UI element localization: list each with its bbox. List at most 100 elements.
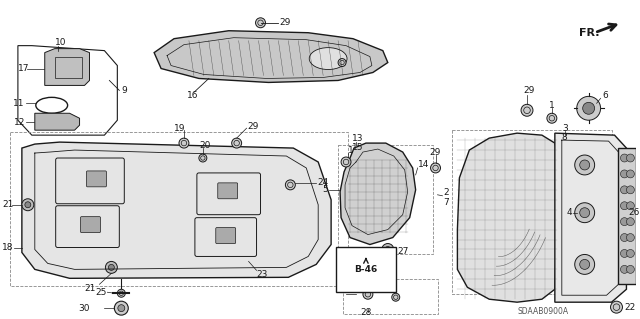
Text: 29: 29 xyxy=(280,18,291,27)
Polygon shape xyxy=(35,113,79,130)
Text: 26: 26 xyxy=(628,208,640,217)
Circle shape xyxy=(115,301,128,315)
Circle shape xyxy=(255,18,266,28)
Circle shape xyxy=(620,170,628,178)
Bar xyxy=(338,145,433,255)
Polygon shape xyxy=(22,142,331,278)
Bar xyxy=(343,279,438,314)
Circle shape xyxy=(521,104,533,116)
Circle shape xyxy=(627,154,634,162)
Circle shape xyxy=(582,102,595,114)
Circle shape xyxy=(106,262,117,273)
Text: 1: 1 xyxy=(348,145,354,154)
Circle shape xyxy=(547,113,557,123)
Text: 22: 22 xyxy=(625,303,636,312)
Circle shape xyxy=(25,202,31,208)
Polygon shape xyxy=(340,143,415,245)
Text: 5: 5 xyxy=(322,185,328,194)
Circle shape xyxy=(580,208,589,218)
Circle shape xyxy=(575,155,595,175)
Circle shape xyxy=(363,289,373,299)
Text: 25: 25 xyxy=(95,288,106,297)
Circle shape xyxy=(118,305,125,312)
Circle shape xyxy=(575,255,595,274)
Circle shape xyxy=(285,180,295,190)
Text: 7: 7 xyxy=(444,198,449,207)
Polygon shape xyxy=(618,148,636,284)
Text: 29: 29 xyxy=(248,122,259,131)
Text: 1: 1 xyxy=(549,101,555,110)
Polygon shape xyxy=(458,133,559,302)
Text: 30: 30 xyxy=(78,304,90,313)
Bar xyxy=(10,132,348,286)
Bar xyxy=(452,130,612,294)
Text: 18: 18 xyxy=(2,243,13,252)
Circle shape xyxy=(620,186,628,194)
Polygon shape xyxy=(154,31,388,82)
FancyBboxPatch shape xyxy=(218,183,237,199)
Text: 29: 29 xyxy=(523,86,534,95)
Circle shape xyxy=(392,293,400,301)
Text: 4: 4 xyxy=(567,208,572,217)
Circle shape xyxy=(620,234,628,241)
Text: SDAAB0900A: SDAAB0900A xyxy=(517,307,568,315)
Circle shape xyxy=(338,59,346,67)
Text: 9: 9 xyxy=(122,86,127,95)
Circle shape xyxy=(620,202,628,210)
Text: 3: 3 xyxy=(562,124,568,133)
Text: 21: 21 xyxy=(84,284,96,293)
Circle shape xyxy=(627,170,634,178)
Circle shape xyxy=(22,199,34,211)
Circle shape xyxy=(179,138,189,148)
Text: 13: 13 xyxy=(352,134,364,143)
FancyBboxPatch shape xyxy=(81,217,100,233)
Text: 2: 2 xyxy=(444,188,449,197)
Text: 19: 19 xyxy=(174,124,186,133)
Text: 14: 14 xyxy=(418,160,429,169)
Circle shape xyxy=(577,96,600,120)
Text: 21: 21 xyxy=(2,200,13,209)
Circle shape xyxy=(575,203,595,223)
Circle shape xyxy=(341,157,351,167)
Text: 23: 23 xyxy=(257,270,268,279)
Text: 6: 6 xyxy=(603,91,609,100)
FancyBboxPatch shape xyxy=(216,228,236,243)
Polygon shape xyxy=(555,133,627,302)
Circle shape xyxy=(627,218,634,226)
Circle shape xyxy=(431,163,440,173)
Text: FR.: FR. xyxy=(579,28,599,38)
Circle shape xyxy=(611,301,623,313)
Text: 28: 28 xyxy=(360,308,371,317)
Text: 17: 17 xyxy=(18,64,29,73)
Circle shape xyxy=(580,259,589,269)
Circle shape xyxy=(627,249,634,257)
Circle shape xyxy=(620,249,628,257)
Text: 8: 8 xyxy=(562,133,568,142)
Circle shape xyxy=(627,265,634,273)
Text: B-46: B-46 xyxy=(355,265,378,274)
Circle shape xyxy=(108,264,115,271)
Circle shape xyxy=(620,154,628,162)
Circle shape xyxy=(580,160,589,170)
Circle shape xyxy=(627,202,634,210)
Text: 15: 15 xyxy=(352,143,364,152)
Text: 16: 16 xyxy=(187,91,198,100)
Text: 11: 11 xyxy=(13,99,25,108)
Circle shape xyxy=(620,265,628,273)
Circle shape xyxy=(627,234,634,241)
Text: 20: 20 xyxy=(199,141,211,150)
Circle shape xyxy=(232,138,242,148)
Text: 27: 27 xyxy=(397,247,409,256)
Text: 29: 29 xyxy=(429,148,441,157)
Polygon shape xyxy=(45,48,90,85)
FancyBboxPatch shape xyxy=(86,171,106,187)
Circle shape xyxy=(385,247,391,252)
Circle shape xyxy=(382,243,394,256)
Text: 10: 10 xyxy=(54,38,66,47)
Circle shape xyxy=(627,186,634,194)
Text: 24: 24 xyxy=(317,178,328,187)
Text: 12: 12 xyxy=(13,118,25,127)
Circle shape xyxy=(199,154,207,162)
Circle shape xyxy=(117,289,125,297)
Ellipse shape xyxy=(309,48,347,70)
